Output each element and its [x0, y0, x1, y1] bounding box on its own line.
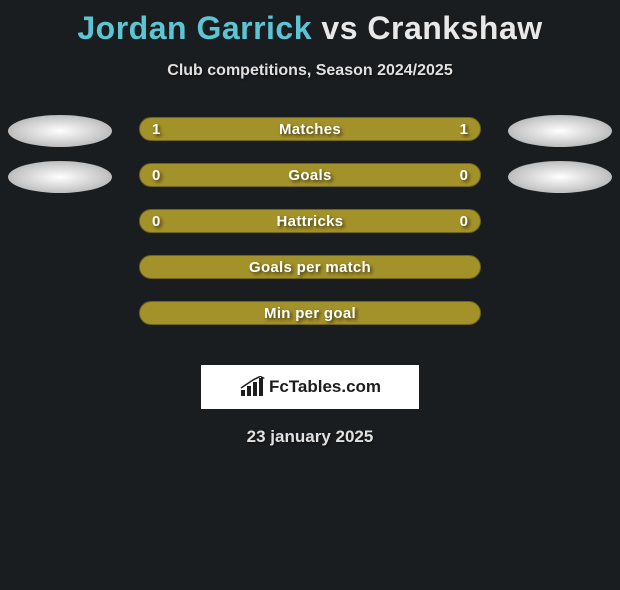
stat-label: Hattricks	[277, 213, 344, 230]
stat-label: Matches	[279, 121, 341, 138]
stat-bar: 1 Matches 1	[139, 117, 481, 141]
stat-value-right: 0	[460, 167, 468, 184]
stat-label: Min per goal	[264, 305, 356, 322]
subtitle: Club competitions, Season 2024/2025	[0, 62, 620, 80]
stat-row: 0 Goals 0	[0, 161, 620, 207]
logo-box: FcTables.com	[201, 365, 419, 409]
ellipse-left	[8, 161, 112, 193]
stat-label: Goals per match	[249, 259, 371, 276]
stat-row: Min per goal	[0, 299, 620, 345]
ellipse-left	[8, 115, 112, 147]
date-text: 23 january 2025	[0, 427, 620, 447]
stat-value-right: 0	[460, 213, 468, 230]
logo-text: FcTables.com	[269, 377, 381, 397]
stat-row: Goals per match	[0, 253, 620, 299]
chart-icon	[239, 376, 265, 398]
stat-bar: Goals per match	[139, 255, 481, 279]
ellipse-right	[508, 115, 612, 147]
stat-bar: 0 Goals 0	[139, 163, 481, 187]
ellipse-right	[508, 161, 612, 193]
stat-value-left: 0	[152, 167, 160, 184]
stat-value-left: 0	[152, 213, 160, 230]
page-title: Jordan Garrick vs Crankshaw	[0, 10, 620, 47]
stat-row: 1 Matches 1	[0, 115, 620, 161]
player1-name: Jordan Garrick	[77, 10, 312, 46]
stat-value-left: 1	[152, 121, 160, 138]
logo-content: FcTables.com	[239, 376, 381, 398]
player2-name: Crankshaw	[367, 10, 542, 46]
stat-bar: 0 Hattricks 0	[139, 209, 481, 233]
stat-label: Goals	[288, 167, 331, 184]
stat-bar: Min per goal	[139, 301, 481, 325]
stat-row: 0 Hattricks 0	[0, 207, 620, 253]
vs-text: vs	[321, 10, 358, 46]
stat-value-right: 1	[460, 121, 468, 138]
stats-container: 1 Matches 1 0 Goals 0 0 Hattricks 0 Goals per mat…	[0, 115, 620, 345]
